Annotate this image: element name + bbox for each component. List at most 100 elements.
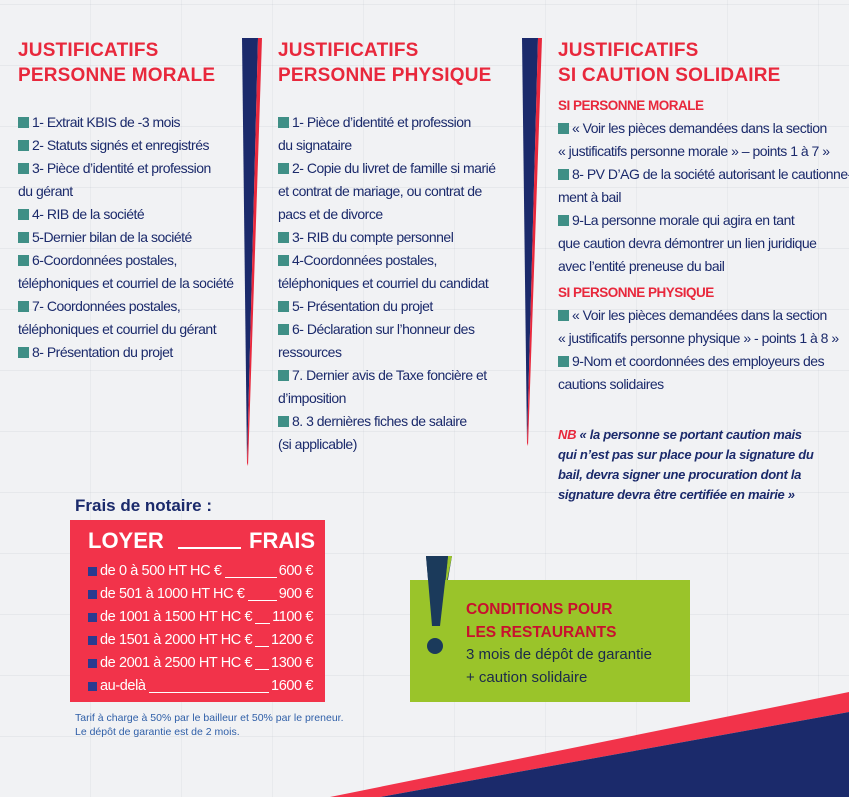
list-item-text: 5- Présentation du projet (292, 298, 433, 314)
list-item: 4-Coordonnées postales, (278, 249, 496, 272)
bullet-square-icon (278, 117, 289, 128)
list-item-text: 7. Dernier avis de Taxe foncière et (292, 367, 487, 383)
title-line: JUSTIFICATIFS (18, 40, 159, 61)
bullet-square-icon (18, 117, 29, 128)
loyer-range: de 2001 à 2500 HT HC € (100, 655, 253, 671)
bullet-square-icon (88, 659, 97, 668)
frais-row: de 501 à 1000 HT HC € 900 € (88, 583, 313, 606)
list-item-text: avec l’entité preneuse du bail (558, 258, 725, 274)
list-item: 8- Présentation du projet (18, 341, 234, 364)
frais-table-header: LOYER FRAIS (88, 528, 315, 554)
frais-rows: de 0 à 500 HT HC € 600 € de 501 à 1000 HT … (88, 560, 313, 698)
list-item-text: téléphoniques et courriel de la société (18, 275, 234, 291)
list-item: 3- Pièce d’identité et profession (18, 157, 234, 180)
list-item: « justificatifs personne physique » - po… (558, 327, 849, 350)
list-item-text: 6-Coordonnées postales, (32, 252, 177, 268)
list-item: 8. 3 dernières fiches de salaire (278, 410, 496, 433)
bullet-square-icon (558, 215, 569, 226)
frais-footnote: Tarif à charge à 50% par le bailleur et … (75, 711, 344, 739)
title-line: PERSONNE MORALE (18, 65, 216, 86)
requirements-list: SI PERSONNE MORALE « Voir les pièces dema… (558, 95, 849, 396)
bullet-square-icon (18, 209, 29, 220)
subsection-title: SI PERSONNE MORALE (558, 98, 704, 113)
body-line: 3 mois de dépôt de garantie (466, 646, 652, 663)
title-line: SI CAUTION SOLIDAIRE (558, 65, 781, 86)
frais-row: de 1001 à 1500 HT HC € 1100 € (88, 606, 313, 629)
frais-row: de 2001 à 2500 HT HC € 1300 € (88, 652, 313, 675)
note-line: Le dépôt de garantie est de 2 mois. (75, 726, 240, 738)
requirements-list: 1- Extrait KBIS de -3 mois 2- Statuts sig… (18, 111, 234, 364)
bullet-square-icon (18, 301, 29, 312)
header-frais: FRAIS (249, 528, 315, 553)
frais-amount: 1300 € (271, 655, 313, 671)
list-item: 4- RIB de la société (18, 203, 234, 226)
bullet-square-icon (278, 370, 289, 381)
title-line: LES RESTAURANTS (466, 624, 617, 641)
column-title: JUSTIFICATIFS SI CAUTION SOLIDAIRE (558, 38, 781, 88)
bullet-square-icon (18, 232, 29, 243)
header-loyer: LOYER (88, 528, 164, 553)
bullet-square-icon (278, 416, 289, 427)
leader-line (247, 583, 277, 601)
nb-text: « la personne se portant caution mais qu… (558, 427, 814, 502)
frais-amount: 900 € (278, 586, 314, 602)
list-item-text: d’imposition (278, 390, 346, 406)
list-item: 5- Présentation du projet (278, 295, 496, 318)
list-item-text: ment à bail (558, 189, 621, 205)
frais-amount: 1600 € (271, 678, 313, 694)
bullet-square-icon (88, 636, 97, 645)
list-item: du gérant (18, 180, 234, 203)
bullet-square-icon (278, 301, 289, 312)
list-item: cautions solidaires (558, 373, 849, 396)
list-item: 7. Dernier avis de Taxe foncière et (278, 364, 496, 387)
list-item: 8- PV D’AG de la société autorisant le c… (558, 163, 849, 186)
list-item: 1- Extrait KBIS de -3 mois (18, 111, 234, 134)
bullet-square-icon (278, 324, 289, 335)
nb-note: NB « la personne se portant caution mais… (558, 425, 820, 505)
bullet-square-icon (278, 163, 289, 174)
bullet-square-icon (18, 163, 29, 174)
title-line: JUSTIFICATIFS (278, 40, 419, 61)
restaurants-body: 3 mois de dépôt de garantie + caution sol… (466, 643, 652, 689)
list-item-text: 3- Pièce d’identité et profession (32, 160, 211, 176)
subsection-title: SI PERSONNE PHYSIQUE (558, 285, 714, 300)
list-item-text: et contrat de mariage, ou contrat de (278, 183, 482, 199)
list-item-text: du gérant (18, 183, 73, 199)
frais-table: LOYER FRAIS de 0 à 500 HT HC € 600 € de 50… (70, 520, 325, 702)
list-item: 6- Déclaration sur l’honneur des (278, 318, 496, 341)
note-line: Tarif à charge à 50% par le bailleur et … (75, 712, 344, 724)
column-personne-physique: JUSTIFICATIFS PERSONNE PHYSIQUE (278, 38, 492, 88)
bullet-square-icon (88, 613, 97, 622)
loyer-range: de 501 à 1000 HT HC € (100, 586, 245, 602)
list-item-text: du signataire (278, 137, 352, 153)
bullet-square-icon (88, 567, 97, 576)
list-item-text: 9-La personne morale qui agira en tant (572, 212, 795, 228)
bullet-square-icon (278, 232, 289, 243)
list-item: ment à bail (558, 186, 849, 209)
frais-row: de 0 à 500 HT HC € 600 € (88, 560, 313, 583)
list-item-text: « justificatifs personne physique » - po… (558, 330, 839, 346)
list-item: téléphoniques et courriel du candidat (278, 272, 496, 295)
list-item: pacs et de divorce (278, 203, 496, 226)
bullet-square-icon (88, 682, 97, 691)
body-line: + caution solidaire (466, 669, 588, 686)
nb-label: NB (558, 427, 577, 442)
title-line: JUSTIFICATIFS (558, 40, 699, 61)
list-item: que caution devra démontrer un lien juri… (558, 232, 849, 255)
loyer-range: au-delà (100, 678, 146, 694)
list-item-text: que caution devra démontrer un lien juri… (558, 235, 817, 251)
list-item-text: ressources (278, 344, 342, 360)
list-item: 9-La personne morale qui agira en tant (558, 209, 849, 232)
list-item: 2- Copie du livret de famille si marié (278, 157, 496, 180)
list-item: 2- Statuts signés et enregistrés (18, 134, 234, 157)
list-item-text: « Voir les pièces demandées dans la sect… (572, 307, 827, 323)
list-item: du signataire (278, 134, 496, 157)
bullet-square-icon (88, 590, 97, 599)
list-item-text: téléphoniques et courriel du candidat (278, 275, 489, 291)
leader-line (255, 606, 271, 624)
restaurants-conditions-box: CONDITIONS POUR LES RESTAURANTS 3 mois de… (410, 580, 690, 702)
bullet-square-icon (558, 310, 569, 321)
list-item-text: « justificatifs personne morale » – poin… (558, 143, 830, 159)
frais-row: de 1501 à 2000 HT HC € 1200 € (88, 629, 313, 652)
list-item-text: 8- PV D’AG de la société autorisant le c… (572, 166, 849, 182)
